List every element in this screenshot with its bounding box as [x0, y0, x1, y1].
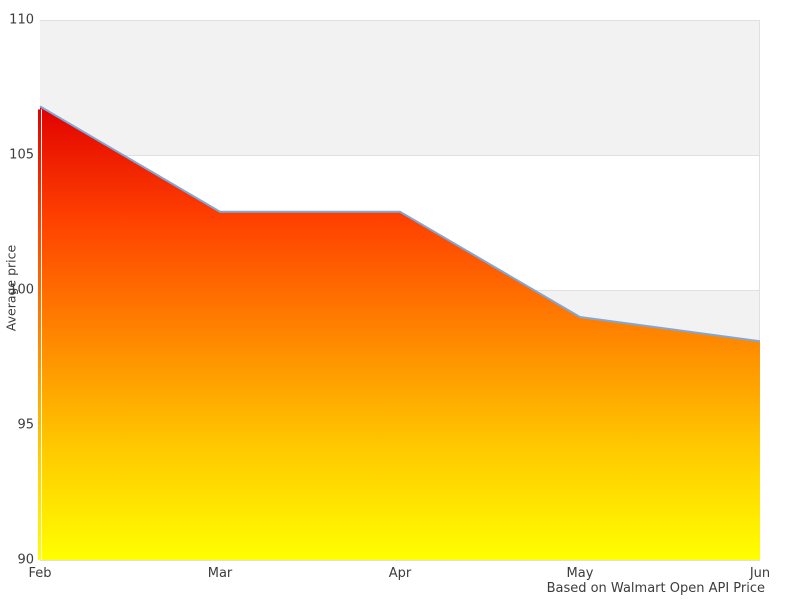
plot-area [38, 20, 761, 561]
y-tick-label: 110 [9, 12, 34, 28]
gridline [40, 155, 760, 156]
y-tick-label: 90 [17, 552, 34, 568]
x-tick-label: Feb [28, 566, 52, 581]
y-tick-label: 100 [9, 282, 34, 298]
x-tick-label: Jun [749, 566, 771, 581]
background-band [40, 20, 760, 155]
left-edge-gradient-stripe [38, 109, 41, 561]
left-edge-white-gap [41, 109, 42, 561]
y-tick-label: 95 [17, 417, 34, 433]
gridline [40, 20, 760, 21]
x-tick-label: Mar [207, 566, 233, 581]
gradient-area-fill [40, 106, 760, 561]
x-tick-label: May [566, 566, 594, 581]
gridline [40, 560, 760, 561]
chart-caption: Based on Walmart Open API Price [546, 581, 765, 596]
x-tick-label: Apr [388, 566, 412, 581]
plot-right-spine [759, 20, 760, 560]
price-line [39, 105, 761, 343]
y-tick-label: 105 [9, 147, 34, 163]
price-area-series [38, 105, 761, 561]
